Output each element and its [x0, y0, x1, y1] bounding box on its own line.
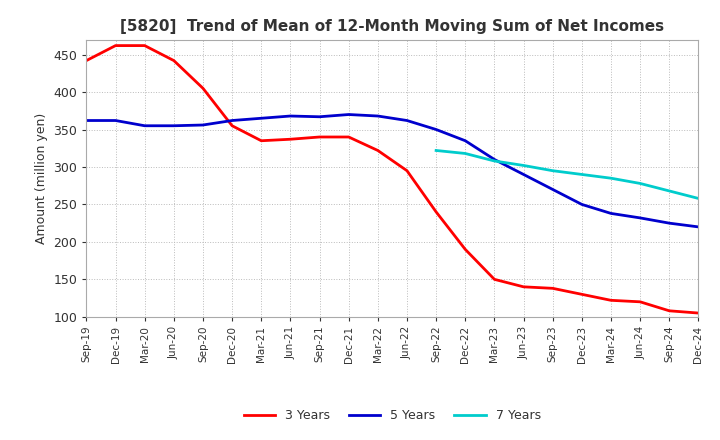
7 Years [490, 158, 499, 164]
3 Years [140, 43, 149, 48]
5 Years [694, 224, 703, 230]
7 Years [461, 151, 469, 156]
7 Years [694, 196, 703, 201]
3 Years [286, 136, 294, 142]
3 Years [432, 209, 441, 215]
3 Years [577, 292, 586, 297]
5 Years [461, 138, 469, 143]
7 Years [432, 148, 441, 153]
3 Years [461, 247, 469, 252]
5 Years [665, 220, 674, 226]
3 Years [694, 310, 703, 315]
7 Years [607, 176, 616, 181]
3 Years [374, 148, 382, 153]
5 Years [519, 172, 528, 177]
5 Years [636, 215, 644, 220]
3 Years [607, 298, 616, 303]
7 Years [549, 168, 557, 173]
Title: [5820]  Trend of Mean of 12-Month Moving Sum of Net Incomes: [5820] Trend of Mean of 12-Month Moving … [120, 19, 665, 34]
5 Years [286, 114, 294, 119]
5 Years [490, 157, 499, 162]
3 Years [257, 138, 266, 143]
3 Years [228, 123, 236, 128]
7 Years [577, 172, 586, 177]
3 Years [665, 308, 674, 313]
5 Years [402, 118, 411, 123]
7 Years [636, 181, 644, 186]
5 Years [577, 202, 586, 207]
5 Years [140, 123, 149, 128]
Line: 3 Years: 3 Years [86, 46, 698, 313]
5 Years [199, 122, 207, 128]
7 Years [519, 163, 528, 168]
3 Years [636, 299, 644, 304]
3 Years [490, 277, 499, 282]
5 Years [315, 114, 324, 119]
5 Years [432, 127, 441, 132]
Line: 7 Years: 7 Years [436, 150, 698, 198]
3 Years [344, 134, 353, 139]
Line: 5 Years: 5 Years [86, 114, 698, 227]
5 Years [374, 114, 382, 119]
5 Years [169, 123, 178, 128]
5 Years [228, 118, 236, 123]
5 Years [344, 112, 353, 117]
Legend: 3 Years, 5 Years, 7 Years: 3 Years, 5 Years, 7 Years [239, 404, 546, 427]
3 Years [199, 86, 207, 91]
5 Years [549, 187, 557, 192]
7 Years [665, 188, 674, 194]
5 Years [607, 211, 616, 216]
3 Years [169, 58, 178, 63]
3 Years [549, 286, 557, 291]
Y-axis label: Amount (million yen): Amount (million yen) [35, 113, 48, 244]
5 Years [82, 118, 91, 123]
3 Years [519, 284, 528, 290]
3 Years [315, 134, 324, 139]
3 Years [82, 58, 91, 63]
5 Years [111, 118, 120, 123]
3 Years [402, 168, 411, 173]
3 Years [111, 43, 120, 48]
5 Years [257, 116, 266, 121]
